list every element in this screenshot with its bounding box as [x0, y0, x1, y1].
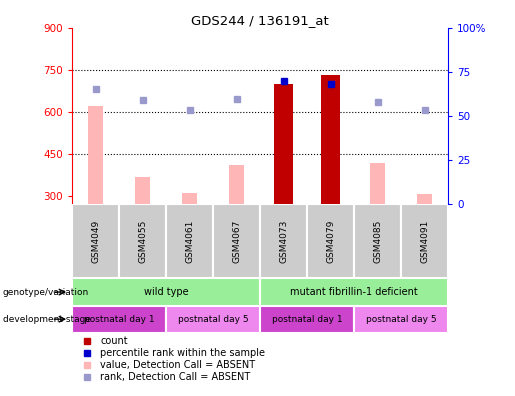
FancyBboxPatch shape — [119, 204, 166, 278]
FancyBboxPatch shape — [72, 306, 166, 333]
Text: postnatal day 5: postnatal day 5 — [366, 315, 436, 324]
Text: development stage: development stage — [3, 315, 91, 324]
Bar — [88, 106, 103, 204]
Text: value, Detection Call = ABSENT: value, Detection Call = ABSENT — [100, 360, 255, 370]
FancyBboxPatch shape — [401, 204, 448, 278]
Text: GSM4055: GSM4055 — [138, 219, 147, 263]
FancyBboxPatch shape — [166, 306, 260, 333]
Bar — [321, 75, 340, 204]
Text: mutant fibrillin-1 deficient: mutant fibrillin-1 deficient — [290, 287, 418, 297]
FancyBboxPatch shape — [72, 204, 119, 278]
FancyBboxPatch shape — [260, 306, 354, 333]
Text: GSM4073: GSM4073 — [279, 219, 288, 263]
Bar — [370, 164, 385, 204]
Bar — [229, 165, 244, 204]
FancyBboxPatch shape — [354, 204, 401, 278]
Text: GSM4079: GSM4079 — [326, 219, 335, 263]
Text: GSM4061: GSM4061 — [185, 219, 194, 263]
Text: GSM4049: GSM4049 — [91, 220, 100, 263]
FancyBboxPatch shape — [72, 278, 260, 306]
Bar — [273, 84, 294, 204]
Bar — [182, 193, 197, 204]
Text: postnatal day 5: postnatal day 5 — [178, 315, 248, 324]
FancyBboxPatch shape — [166, 204, 213, 278]
Bar — [135, 177, 150, 204]
Text: rank, Detection Call = ABSENT: rank, Detection Call = ABSENT — [100, 372, 250, 382]
Bar — [417, 194, 432, 204]
Text: postnatal day 1: postnatal day 1 — [272, 315, 342, 324]
FancyBboxPatch shape — [307, 204, 354, 278]
FancyBboxPatch shape — [260, 204, 307, 278]
Text: genotype/variation: genotype/variation — [3, 287, 89, 297]
Text: percentile rank within the sample: percentile rank within the sample — [100, 348, 265, 358]
Title: GDS244 / 136191_at: GDS244 / 136191_at — [191, 13, 329, 27]
Text: wild type: wild type — [144, 287, 188, 297]
Text: GSM4085: GSM4085 — [373, 219, 382, 263]
FancyBboxPatch shape — [354, 306, 448, 333]
FancyBboxPatch shape — [213, 204, 260, 278]
Text: GSM4091: GSM4091 — [420, 219, 429, 263]
FancyBboxPatch shape — [260, 278, 448, 306]
Text: postnatal day 1: postnatal day 1 — [84, 315, 154, 324]
Text: GSM4067: GSM4067 — [232, 219, 241, 263]
Text: count: count — [100, 336, 128, 346]
